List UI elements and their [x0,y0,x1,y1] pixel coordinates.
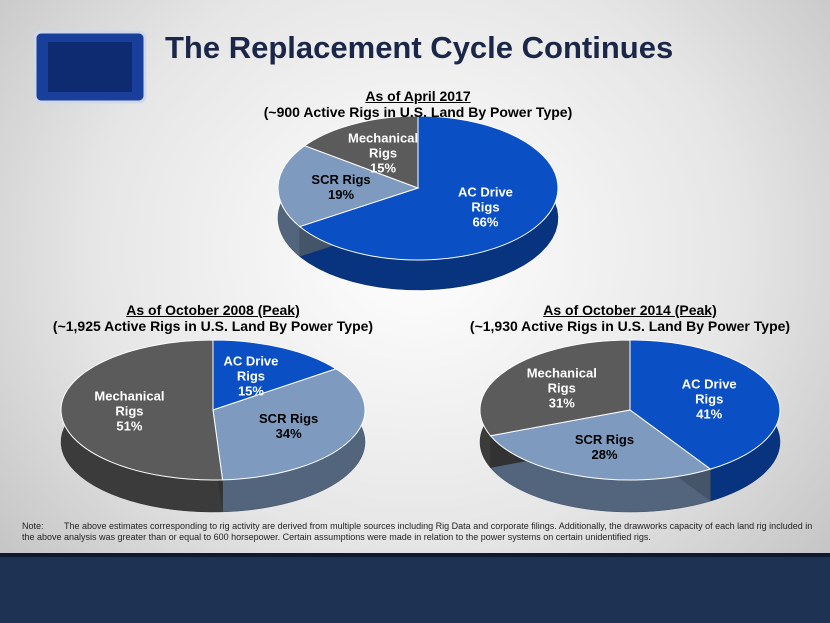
slice-value: 51% [116,418,143,434]
slice-label: Mechanical Rigs 51% [88,389,170,434]
slice-label: Mechanical Rigs 15% [342,130,424,175]
chart-subtitle: (~900 Active Rigs in U.S. Land By Power … [263,104,573,120]
pie-tops [277,115,559,261]
note-label: Note: [22,521,44,531]
slice-category: Mechanical Rigs [94,388,165,419]
pie-slice [629,339,781,470]
slice-label: AC Drive Rigs 66% [444,185,526,230]
slice-category: AC Drive Rigs [458,184,513,215]
pie-slice [479,339,631,437]
slice-value: 66% [472,214,499,230]
chart-heading: As of October 2008 (Peak) (~1,925 Active … [53,302,373,334]
slice-category: AC Drive Rigs [681,376,737,407]
slice-label: SCR Rigs 28% [564,432,646,462]
chart-title: As of October 2014 (Peak) [543,302,717,318]
slice-label: Mechanical Rigs 31% [521,366,603,411]
pie [277,115,559,291]
pie [60,339,366,513]
footnote: Note: The above estimates corresponding t… [22,521,822,543]
slice-value: 34% [275,426,302,442]
pie-tops [479,339,781,481]
pie-slice [212,368,366,481]
slice-category: AC Drive Rigs [223,353,279,384]
pie-slice [298,115,559,261]
slice-value: 31% [548,395,575,411]
slice-value: 15% [237,383,264,399]
slice-category: Mechanical Rigs [526,365,597,396]
chart-title: As of April 2017 [365,88,471,104]
slice-category: Mechanical Rigs [347,130,419,161]
slice-label: AC Drive Rigs 41% [668,377,750,422]
slice-value: 41% [696,406,723,422]
slice-label: AC Drive Rigs 15% [210,353,292,398]
slice-value: 15% [370,160,397,176]
strip-edge [0,553,830,557]
pie-slice [277,145,420,228]
pie-slice [303,115,419,189]
pie-slice [489,409,712,481]
chart-title: As of October 2008 (Peak) [126,302,300,318]
chart-subtitle: (~1,925 Active Rigs in U.S. Land By Powe… [52,318,374,334]
pie [479,339,781,513]
slice-category: SCR Rigs [574,431,635,447]
note-text: The above estimates corresponding to rig… [22,521,813,542]
slice-category: SCR Rigs [311,171,371,187]
slide-title: The Replacement Cycle Continues [165,30,674,65]
slice-label: SCR Rigs 34% [248,411,330,441]
pie-slice [60,339,224,481]
chart-heading: As of October 2014 (Peak) (~1,930 Active … [470,302,790,334]
pie-slice [212,339,338,411]
pie-tops [60,339,366,481]
chart-subtitle: (~1,930 Active Rigs in U.S. Land By Powe… [469,318,791,334]
logo-inner [48,42,132,92]
photo-strip [0,553,830,623]
slice-category: SCR Rigs [259,411,319,427]
slice-label: SCR Rigs 19% [300,172,382,202]
slice-value: 28% [591,446,618,462]
slice-value: 19% [328,186,355,202]
chart-heading: As of April 2017 (~900 Active Rigs in U.S… [264,88,572,120]
